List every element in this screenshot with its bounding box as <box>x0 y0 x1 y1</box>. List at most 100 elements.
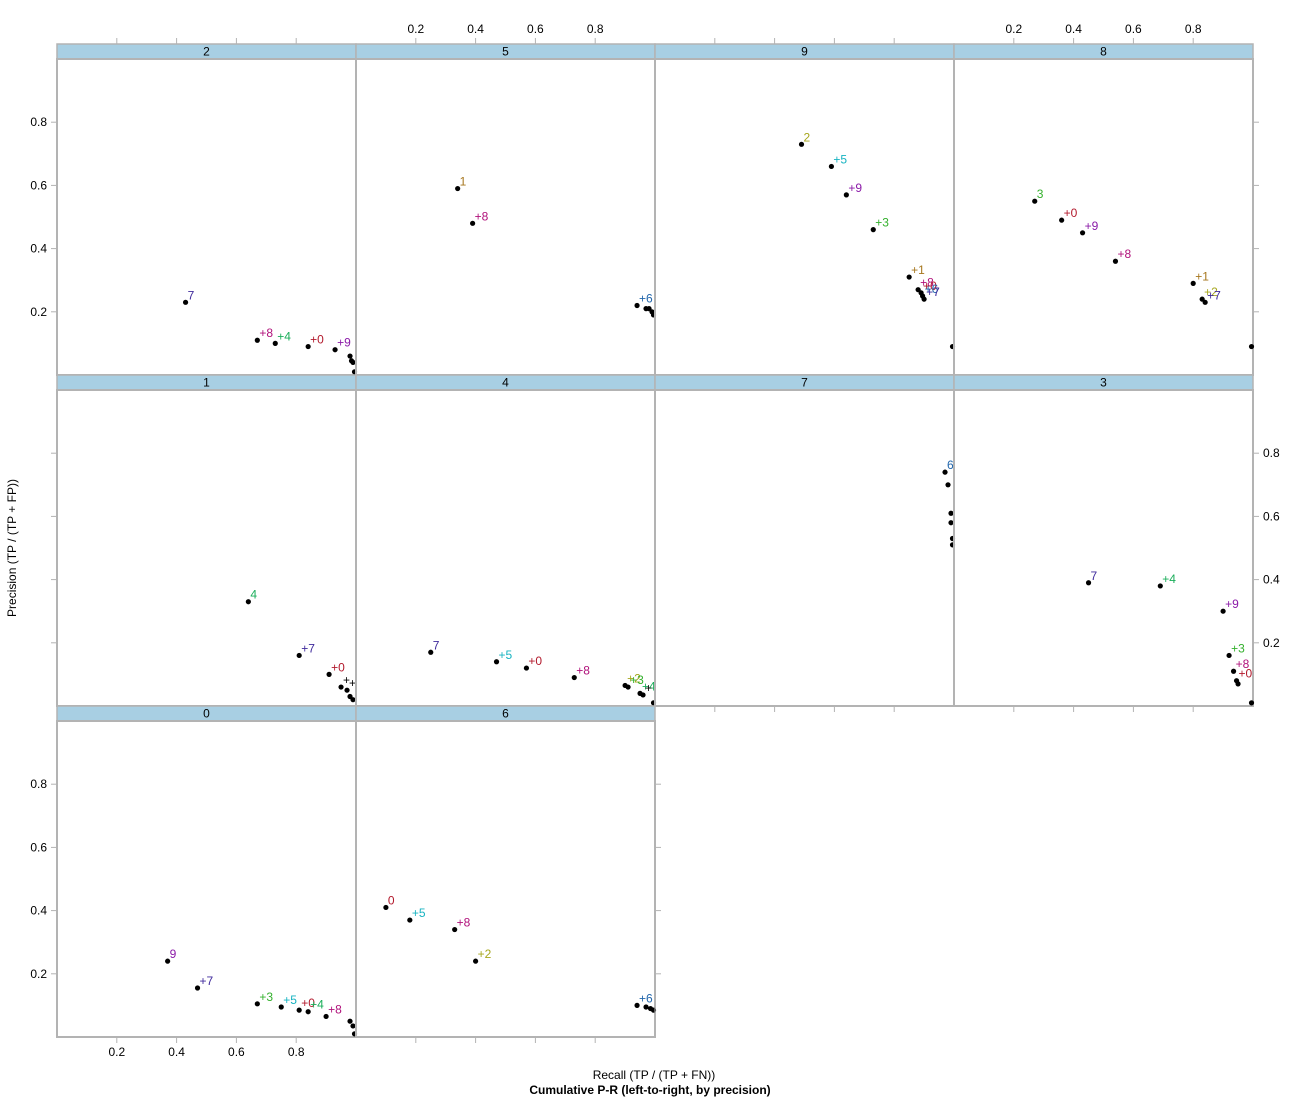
y-tick-label: 0.8 <box>30 115 47 129</box>
y-ticks-right-row3 <box>655 783 661 975</box>
panel-frame <box>56 58 357 376</box>
panel-strip-label: 3 <box>1100 376 1107 390</box>
point-label: +0 <box>923 279 937 293</box>
y-tick-label: 0.2 <box>1263 636 1280 650</box>
point-label: +6 <box>925 282 939 296</box>
point-label: +3 <box>1231 641 1245 655</box>
point-label: +7 <box>1207 288 1221 302</box>
x-tick-label: 0.8 <box>587 22 604 36</box>
point-label: +6 <box>639 291 653 305</box>
y-tick-label: 0.8 <box>1263 446 1280 460</box>
x-tick-label: 0.6 <box>1125 22 1142 36</box>
data-point <box>278 1004 284 1010</box>
panel-strip-label: 4 <box>502 376 509 390</box>
panel-frame <box>355 720 656 1038</box>
point-label: + <box>343 673 350 687</box>
data-point <box>470 220 476 226</box>
point-label: 9 <box>170 947 177 961</box>
point-label: +5 <box>283 993 297 1007</box>
data-point <box>473 958 479 964</box>
point-label: 4 <box>250 588 257 602</box>
y-tick-label: 0.4 <box>30 904 47 918</box>
panel-strip-label: 8 <box>1100 45 1107 59</box>
panel-strip-label: 1 <box>203 376 210 390</box>
x-ticks-top-col3 <box>714 38 895 44</box>
data-point <box>1190 280 1196 286</box>
x-ticks-bottom-col3 <box>714 706 895 712</box>
y-tick-label: 0.2 <box>30 967 47 981</box>
data-point <box>921 296 927 302</box>
data-point <box>948 520 954 526</box>
x-tick-label: 0.4 <box>168 1045 185 1059</box>
data-point <box>640 692 646 698</box>
data-point <box>350 1023 356 1029</box>
data-point <box>1235 681 1241 687</box>
point-label: +1 <box>1195 269 1209 283</box>
point-label: +8 <box>328 1002 342 1016</box>
y-tick-label: 0.6 <box>1263 509 1280 523</box>
point-label: + <box>349 676 356 690</box>
data-point <box>350 697 356 703</box>
data-point <box>1079 230 1086 236</box>
point-label: +2 <box>627 671 641 685</box>
x-tick-label: 0.8 <box>1185 22 1202 36</box>
data-point <box>407 917 413 923</box>
data-point <box>272 340 278 346</box>
data-point <box>1032 198 1038 204</box>
y-ticks-right-row1 <box>1253 121 1259 313</box>
panel-strip-label: 9 <box>801 45 808 59</box>
x-axis-title: Recall (TP / (TP + FN)) <box>593 1068 716 1082</box>
x-axis-top-col2: 0.2 0.4 0.6 0.8 <box>407 22 604 44</box>
x-tick-label: 0.8 <box>288 1045 305 1059</box>
point-label: +8 <box>475 209 489 223</box>
panel-frame <box>953 389 1254 707</box>
y-tick-label: 0.4 <box>30 242 47 256</box>
panel-1: 14+7+0++ <box>56 374 357 707</box>
data-point <box>948 510 954 516</box>
panel-9: 9 2 +5 +9 +3 +1+8+0+6+7 <box>654 43 956 376</box>
data-point <box>634 1002 640 1009</box>
data-point <box>455 185 461 192</box>
point-label: +4 <box>642 679 656 693</box>
data-point <box>245 599 251 605</box>
y-axis-right-row2: 0.2 0.4 0.6 0.8 <box>1253 446 1280 650</box>
data-point <box>1059 217 1065 223</box>
y-axis-left-row1: 0.2 0.4 0.6 0.8 <box>30 115 57 319</box>
data-point <box>254 1001 260 1007</box>
data-point <box>843 192 849 198</box>
point-label: +9 <box>848 181 862 195</box>
y-tick-label: 0.8 <box>30 777 47 791</box>
y-tick-label: 0.2 <box>30 305 47 319</box>
panel-frame <box>56 389 357 707</box>
point-label: 7 <box>188 288 195 302</box>
point-label: 1 <box>460 175 467 189</box>
point-label: +2 <box>1204 285 1218 299</box>
data-point <box>945 482 951 488</box>
point-label: +8 <box>1117 247 1131 261</box>
data-point <box>254 337 260 343</box>
data-point <box>798 141 805 147</box>
data-point <box>428 649 434 655</box>
x-ticks-bottom-col2 <box>415 1037 596 1043</box>
data-point <box>338 684 344 690</box>
data-point <box>870 227 876 233</box>
point-label: +3 <box>630 673 644 687</box>
data-point <box>1230 668 1237 674</box>
panel-strip-label: 6 <box>502 707 509 721</box>
x-tick-label: 0.2 <box>1005 22 1022 36</box>
data-point <box>383 904 389 911</box>
data-point <box>182 299 189 305</box>
point-label: +5 <box>833 152 847 166</box>
panel-strip-label: 2 <box>203 45 210 59</box>
data-point <box>296 652 302 659</box>
outer-axis-lines <box>57 43 1253 1038</box>
point-label: +5 <box>499 648 513 662</box>
x-tick-label: 0.4 <box>1065 22 1082 36</box>
data-point <box>165 958 171 964</box>
point-label: +8 <box>259 326 273 340</box>
panel-frame <box>654 58 955 376</box>
x-ticks-bottom-col4 <box>1013 706 1194 712</box>
data-point <box>1248 343 1255 350</box>
y-tick-label: 0.4 <box>1263 573 1280 587</box>
point-label: +8 <box>1236 657 1250 671</box>
